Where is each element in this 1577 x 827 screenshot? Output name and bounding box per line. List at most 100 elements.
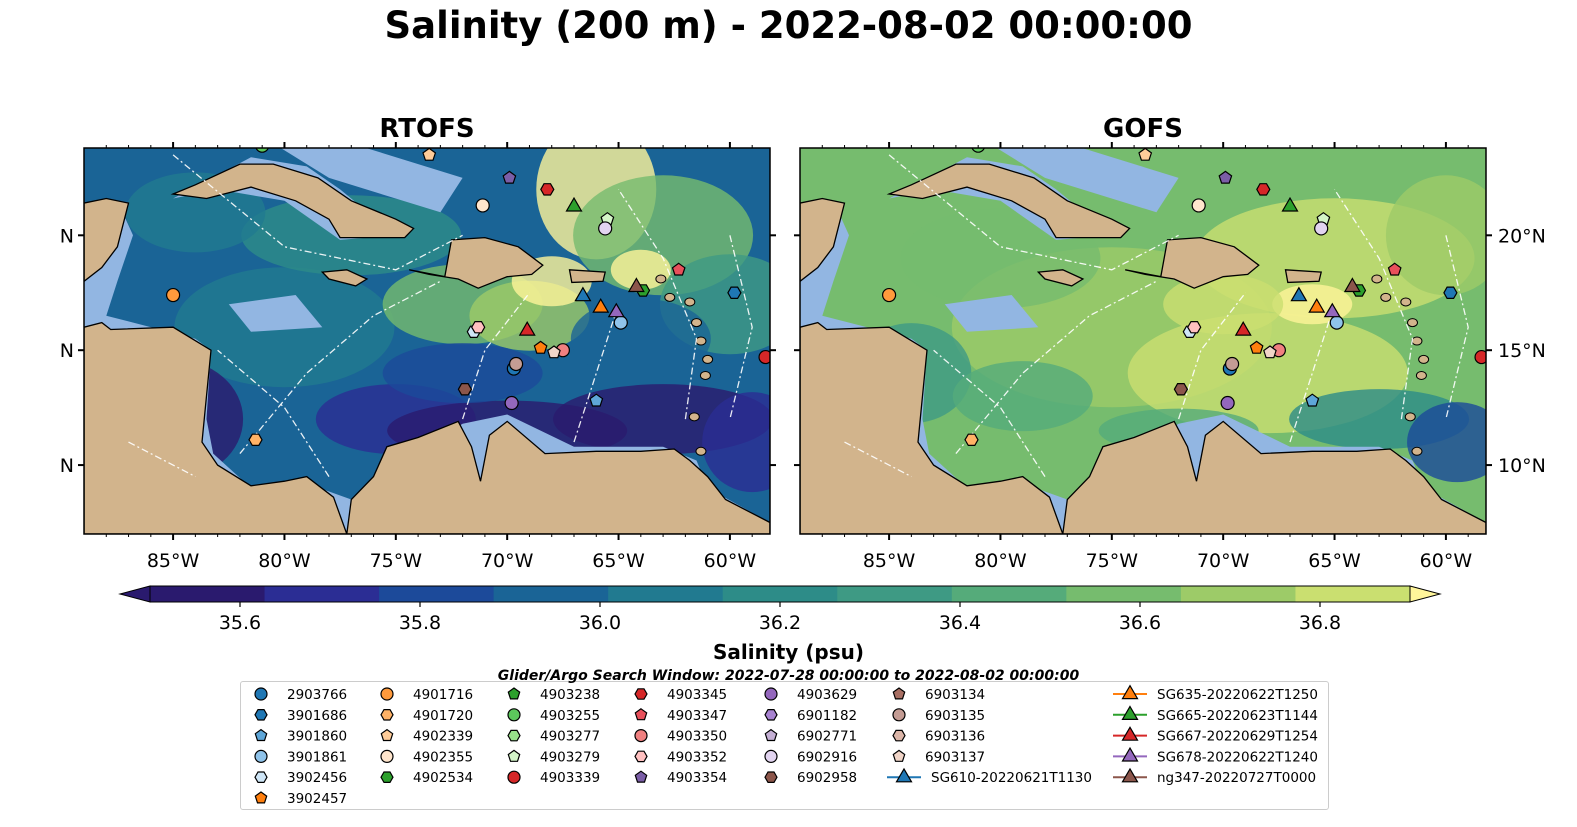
eez-boundary [933, 349, 1046, 477]
legend-marker-4903339 [507, 770, 521, 784]
lat-tick-label: 20°N [1498, 225, 1546, 247]
island-land [1415, 370, 1427, 380]
platform-marker-ng347-20220727T0000 [1343, 277, 1361, 293]
legend-marker-3902456 [254, 771, 268, 783]
legend-label: 4903629 [797, 687, 857, 703]
legend-marker-3901686 [254, 709, 268, 721]
platform-marker-SG665-20220623T1144 [1281, 196, 1299, 212]
legend-label: 6902958 [797, 770, 857, 786]
platform-marker-4902339 [1138, 148, 1153, 161]
platform-marker-3901861 [613, 315, 628, 330]
legend-label: 4902534 [413, 770, 473, 786]
colorbar-label: Salinity (psu) [712, 640, 864, 664]
lon-tick-label: 60°W [704, 550, 757, 570]
puerto-rico-land [1284, 269, 1323, 284]
legend-marker-SG678-20220622T1240 [1121, 746, 1139, 762]
platform-marker-4902355 [1191, 198, 1206, 213]
nicaragua-rise-shelf [228, 295, 323, 332]
legend-label: 4901716 [413, 687, 473, 703]
platform-marker-4903339 [1474, 349, 1486, 365]
map-frame [799, 147, 1487, 535]
platform-marker-4903255 [255, 148, 269, 153]
figure-title: Salinity (200 m) - 2022-08-02 00:00:00 [384, 4, 1193, 47]
legend-marker-4903345 [634, 688, 648, 700]
platform-marker-SG665-20220623T1144 [565, 196, 583, 212]
lon-tick-label: 70°W [481, 550, 534, 570]
eez-boundary [239, 280, 441, 455]
legend-entries: 2903766 3901686 3901860 3901861 3902456 39024… [254, 684, 1318, 807]
platform-marker-4903354 [502, 170, 517, 184]
legend-label: SG665-20220623T1144 [1157, 708, 1318, 724]
platform-marker-SG635-20220622T1250 [1308, 298, 1326, 313]
gofs-map: 85°W 80°W 75°W 70°W 65°W 60°W 20°N 15°N 10°N [794, 142, 1546, 570]
legend-label: 6903135 [925, 708, 985, 724]
colorbar-segment [1295, 586, 1411, 602]
legend-label: 6903137 [925, 749, 985, 765]
island-land [699, 370, 711, 380]
platform-marker-4903629 [504, 395, 519, 411]
panel-title-gofs: GOFS [1103, 114, 1183, 144]
platform-marker-4901720 [248, 433, 263, 446]
colorbar-segment [1066, 586, 1182, 602]
central-america-land [84, 321, 348, 534]
platform-marker-4903255 [971, 148, 985, 153]
platform-marker-4903352 [471, 321, 486, 334]
legend-marker-6903137 [892, 749, 906, 762]
colorbar-segment [1180, 586, 1296, 602]
platform-marker-6902958 [457, 383, 473, 396]
platform-marker-3902457 [1249, 340, 1264, 354]
legend-label: 4903279 [540, 749, 600, 765]
lon-tick-label: 85°W [147, 550, 200, 570]
colorbar: 35.6 35.8 36.0 36.2 36.4 36.6 36.8 [118, 585, 1442, 634]
island-land [695, 336, 707, 346]
hispaniola-land [1125, 236, 1260, 289]
island-land [1404, 412, 1416, 422]
rtofs-map: 85°W 80°W 75°W 70°W 65°W 60°W 20°N 15°N 10°N [60, 142, 776, 570]
platform-marker-4903352 [1187, 321, 1202, 334]
eez-boundary [1445, 235, 1469, 420]
salinity-patch [1407, 402, 1486, 483]
nicaragua-rise-shelf [944, 295, 1039, 332]
legend-label: 4903354 [667, 770, 727, 786]
platform-marker-6903135 [508, 356, 524, 372]
lon-tick-label: 80°W [974, 550, 1027, 570]
legend-label: 4903339 [540, 770, 600, 786]
legend-label: 4903352 [667, 749, 727, 765]
lat-tick-label: 10°N [60, 455, 74, 477]
legend-label: 4903238 [540, 687, 600, 703]
platform-marker-3901860 [1305, 393, 1320, 407]
legend-marker-4901720 [380, 709, 394, 721]
legend-label: 3901861 [287, 749, 347, 765]
island-land [655, 274, 667, 284]
eez-boundary [617, 189, 698, 420]
salinity-patch [1385, 175, 1486, 296]
island-land [664, 292, 676, 302]
legend: 2903766 3901686 3901860 3901861 3902456 39024… [240, 681, 1329, 810]
eez-boundary [172, 154, 463, 271]
platform-marker-4903347 [1387, 262, 1402, 276]
lon-tick-label: 75°W [370, 550, 423, 570]
legend-marker-ng347-20220727T0000 [1121, 767, 1139, 783]
eez-boundary [844, 441, 912, 478]
lon-tick-label: 85°W [863, 550, 916, 570]
platform-marker-6902958 [1173, 383, 1189, 396]
eez-boundary [128, 441, 196, 478]
legend-label: ng347-20220727T0000 [1157, 770, 1316, 786]
lon-tick-label: 75°W [1086, 550, 1139, 570]
lat-tick-label: 20°N [60, 225, 74, 247]
puerto-rico-land [568, 269, 607, 284]
salinity-patch [570, 298, 711, 379]
platform-marker-4901720 [964, 433, 979, 446]
legend-label: 3901860 [287, 729, 347, 745]
colorbar-tick-label: 36.0 [579, 612, 621, 634]
legend-marker-SG610-20220621T1130 [895, 767, 913, 783]
legend-marker-3902457 [254, 791, 268, 804]
legend-marker-3901860 [254, 728, 268, 742]
legend-marker-4903352 [634, 750, 648, 763]
island-land [1400, 297, 1412, 307]
eez-boundary [1289, 304, 1336, 443]
colorbar-tick-label: 35.8 [399, 612, 441, 634]
colorbar-segment [150, 586, 266, 602]
island-land [1407, 318, 1418, 328]
platform-marker-4901716 [881, 287, 897, 303]
